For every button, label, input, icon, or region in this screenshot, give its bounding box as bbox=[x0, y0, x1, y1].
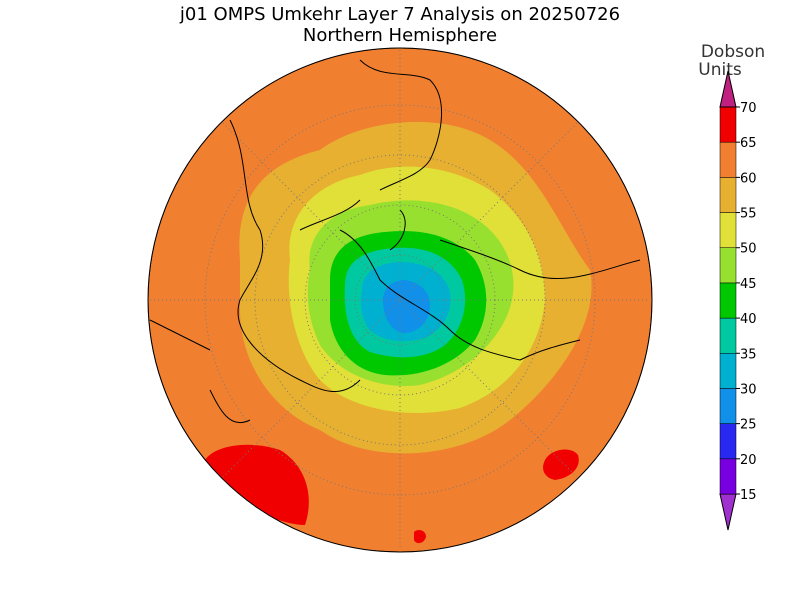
map-field bbox=[383, 280, 430, 333]
colorbar-segment bbox=[719, 388, 737, 424]
colorbar: 15 20 25 30 35 40 45 50 55 60 65 70 bbox=[719, 70, 757, 531]
colorbar-tick-label: 25 bbox=[740, 418, 757, 433]
colorbar-label: Dobson bbox=[701, 42, 765, 62]
colorbar-tick-label: 55 bbox=[740, 207, 757, 222]
colorbar-tick-label: 20 bbox=[740, 453, 757, 468]
graticule bbox=[150, 50, 650, 550]
map-title: j01 OMPS Umkehr Layer 7 Analysis on 2025… bbox=[179, 4, 620, 25]
colorbar-tick-label: 15 bbox=[740, 488, 757, 503]
colorbar-segment bbox=[719, 141, 737, 178]
map-field bbox=[414, 529, 426, 544]
map-field bbox=[543, 449, 579, 480]
colorbar-tick-label: 70 bbox=[740, 101, 757, 116]
colorbar-tick-label: 40 bbox=[740, 312, 757, 327]
map-field bbox=[205, 444, 309, 525]
colorbar-label: Units bbox=[698, 60, 742, 80]
colorbar-segment bbox=[719, 282, 737, 319]
colorbar-segment bbox=[719, 177, 737, 213]
colorbar-segment bbox=[719, 70, 737, 108]
colorbar-segment bbox=[719, 106, 737, 143]
colorbar-segment bbox=[719, 317, 737, 354]
colorbar-segment bbox=[719, 423, 737, 460]
colorbar-tick-label: 35 bbox=[740, 347, 757, 362]
colorbar-segment bbox=[719, 212, 737, 248]
coastline bbox=[149, 59, 641, 424]
colorbar-tick-label: 45 bbox=[740, 277, 757, 292]
colorbar-tick-label: 30 bbox=[740, 382, 757, 397]
colorbar-tick-label: 60 bbox=[740, 171, 757, 186]
colorbar-segment bbox=[719, 247, 737, 284]
colorbar-segment bbox=[719, 493, 737, 531]
colorbar-tick-label: 50 bbox=[740, 242, 757, 257]
colorbar-segment bbox=[719, 353, 737, 389]
colorbar-segment bbox=[719, 458, 737, 495]
colorbar-tick-label: 65 bbox=[740, 136, 757, 151]
map-subtitle: Northern Hemisphere bbox=[303, 25, 497, 46]
map bbox=[147, 47, 653, 553]
